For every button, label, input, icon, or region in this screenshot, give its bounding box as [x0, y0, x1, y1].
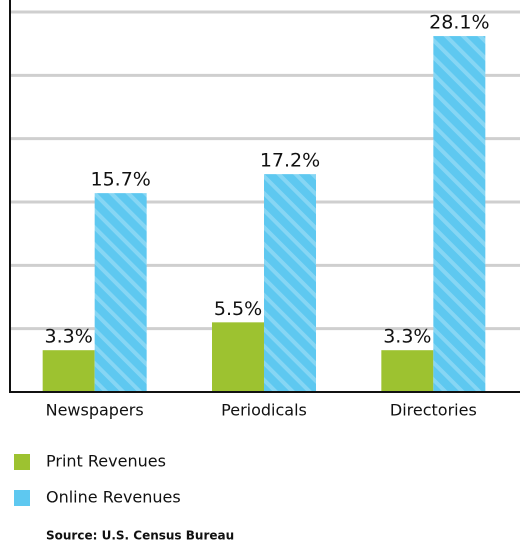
value-label: 17.2%	[260, 150, 320, 172]
bar	[433, 36, 486, 393]
x-tick-label: Periodicals	[221, 401, 307, 420]
source: Source: U.S. Census Bureau	[46, 529, 234, 542]
legend-swatch	[14, 490, 30, 506]
value-label: 3.3%	[45, 326, 93, 348]
value-label: 3.3%	[383, 326, 431, 348]
bar	[212, 322, 264, 392]
value-label: 28.1%	[429, 12, 489, 34]
bar	[264, 174, 316, 392]
legend-label: Print Revenues	[46, 452, 166, 471]
bar	[381, 350, 434, 392]
value-label: 15.7%	[90, 169, 150, 191]
bar	[94, 193, 147, 392]
legend-label: Online Revenues	[46, 488, 181, 507]
value-label: 5.5%	[214, 298, 262, 320]
bar	[42, 350, 95, 392]
legend-swatch	[14, 454, 30, 470]
x-tick-label: Directories	[390, 401, 477, 420]
x-tick-label: Newspapers	[46, 401, 144, 420]
